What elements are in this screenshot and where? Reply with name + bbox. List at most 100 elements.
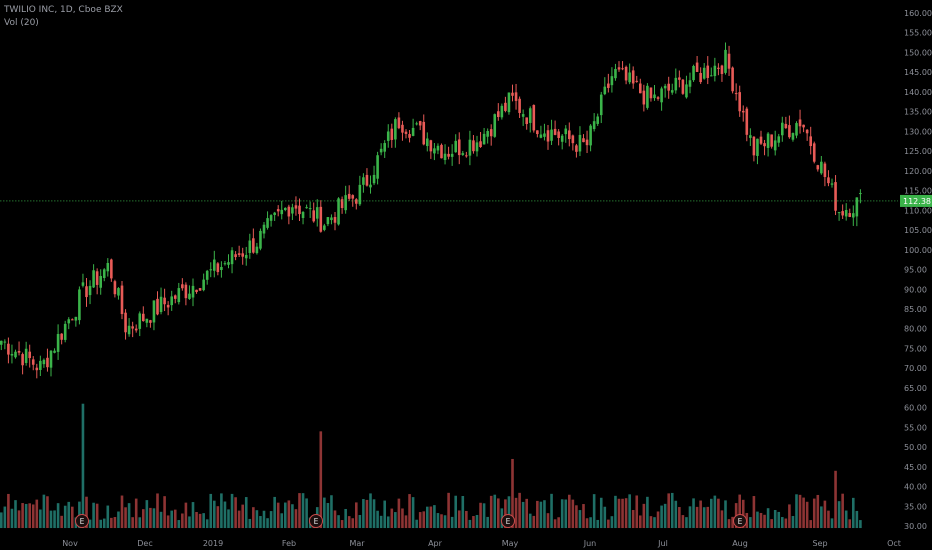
volume-bar bbox=[486, 516, 489, 529]
volume-bar bbox=[589, 517, 592, 529]
candle-body bbox=[244, 254, 248, 259]
x-tick-label: May bbox=[502, 539, 519, 548]
volume-bar bbox=[181, 513, 184, 529]
candle-body bbox=[738, 92, 741, 112]
volume-bar bbox=[85, 496, 88, 529]
candle-body bbox=[841, 211, 844, 216]
volume-bar bbox=[262, 510, 266, 529]
candle-body bbox=[468, 139, 472, 156]
volume-bar bbox=[67, 501, 71, 529]
volume-bar bbox=[326, 503, 330, 529]
candle-body bbox=[532, 105, 536, 131]
candle-body bbox=[649, 87, 653, 99]
candle-body bbox=[408, 134, 411, 138]
candle-body bbox=[663, 85, 667, 89]
candle-body bbox=[383, 143, 386, 152]
volume-bar bbox=[397, 498, 401, 529]
candle-body bbox=[756, 138, 759, 156]
chart-title: TWILIO INC, 1D, Cboe BZX bbox=[4, 5, 123, 15]
candle-body bbox=[397, 117, 401, 129]
volume-bar bbox=[688, 506, 692, 529]
volume-bar bbox=[443, 515, 447, 529]
candle-body bbox=[805, 129, 809, 134]
candle-body bbox=[63, 323, 67, 340]
candle-body bbox=[717, 67, 720, 69]
candle-body bbox=[95, 271, 99, 285]
candle-body bbox=[475, 142, 479, 152]
candle-body bbox=[401, 124, 404, 133]
volume-bar bbox=[138, 517, 142, 529]
candle-body bbox=[447, 153, 450, 157]
volume-bar bbox=[717, 498, 720, 529]
volume-bar bbox=[319, 431, 323, 529]
candle-body bbox=[102, 269, 106, 278]
candle-body bbox=[763, 143, 766, 147]
candle-body bbox=[365, 174, 369, 186]
volume-bar bbox=[532, 515, 536, 529]
candle-body bbox=[543, 133, 546, 137]
candle-body bbox=[568, 130, 571, 140]
volume-bar bbox=[408, 494, 411, 529]
volume-bar bbox=[422, 511, 426, 529]
candle-body bbox=[394, 119, 397, 140]
volume-bar bbox=[355, 502, 358, 529]
volume-indicator-label: Vol (20) bbox=[4, 18, 39, 28]
volume-bar bbox=[120, 495, 124, 529]
volume-bar bbox=[63, 505, 67, 529]
volume-bar bbox=[259, 516, 262, 529]
volume-bar bbox=[859, 520, 862, 529]
volume-bar bbox=[362, 499, 365, 529]
y-tick-label: 35.00 bbox=[904, 502, 927, 511]
volume-bar bbox=[209, 493, 213, 529]
candle-body bbox=[639, 83, 642, 94]
volume-bar bbox=[46, 496, 49, 529]
volume-bar bbox=[134, 498, 138, 529]
volume-bar bbox=[578, 510, 582, 529]
volume-bar bbox=[124, 507, 127, 529]
volume-bar bbox=[213, 500, 216, 529]
volume-bar bbox=[543, 500, 546, 529]
y-tick-label: 105.00 bbox=[904, 226, 932, 235]
candle-body bbox=[213, 259, 216, 271]
candle-body bbox=[53, 350, 56, 353]
candle-body bbox=[844, 209, 848, 217]
candle-body bbox=[486, 131, 489, 137]
candle-body bbox=[674, 77, 678, 91]
candle-body bbox=[156, 298, 159, 315]
candle-body bbox=[237, 253, 241, 255]
volume-bar bbox=[163, 496, 166, 529]
volume-bar bbox=[184, 502, 188, 529]
volume-bar bbox=[99, 519, 102, 529]
volume-bar bbox=[35, 499, 39, 529]
candle-body bbox=[646, 85, 649, 108]
candle-body bbox=[628, 72, 631, 83]
volume-bar bbox=[475, 514, 479, 529]
candle-body bbox=[436, 145, 440, 151]
candle-body bbox=[635, 80, 639, 82]
volume-bar bbox=[816, 494, 820, 529]
volume-bar bbox=[92, 502, 95, 529]
volume-bar bbox=[379, 515, 383, 529]
volume-bar bbox=[802, 497, 805, 529]
volume-bar bbox=[781, 517, 784, 529]
volume-bar bbox=[21, 503, 24, 529]
candle-body bbox=[184, 284, 188, 299]
volume-bar bbox=[724, 500, 727, 529]
volume-bar bbox=[436, 513, 440, 529]
candle-body bbox=[525, 117, 528, 125]
candle-body bbox=[720, 65, 724, 74]
candle-body bbox=[21, 354, 24, 366]
volume-bar bbox=[191, 502, 195, 529]
volume-bar bbox=[426, 506, 429, 529]
candle-body bbox=[81, 282, 85, 286]
volume-bar bbox=[305, 498, 308, 529]
candle-body bbox=[848, 213, 852, 217]
candle-body bbox=[220, 266, 223, 271]
candle-body bbox=[621, 68, 624, 70]
candle-body bbox=[376, 155, 379, 179]
volume-bar bbox=[347, 516, 351, 529]
candle-body bbox=[280, 209, 284, 215]
volume-bar bbox=[358, 514, 362, 529]
candle-body bbox=[259, 230, 262, 249]
